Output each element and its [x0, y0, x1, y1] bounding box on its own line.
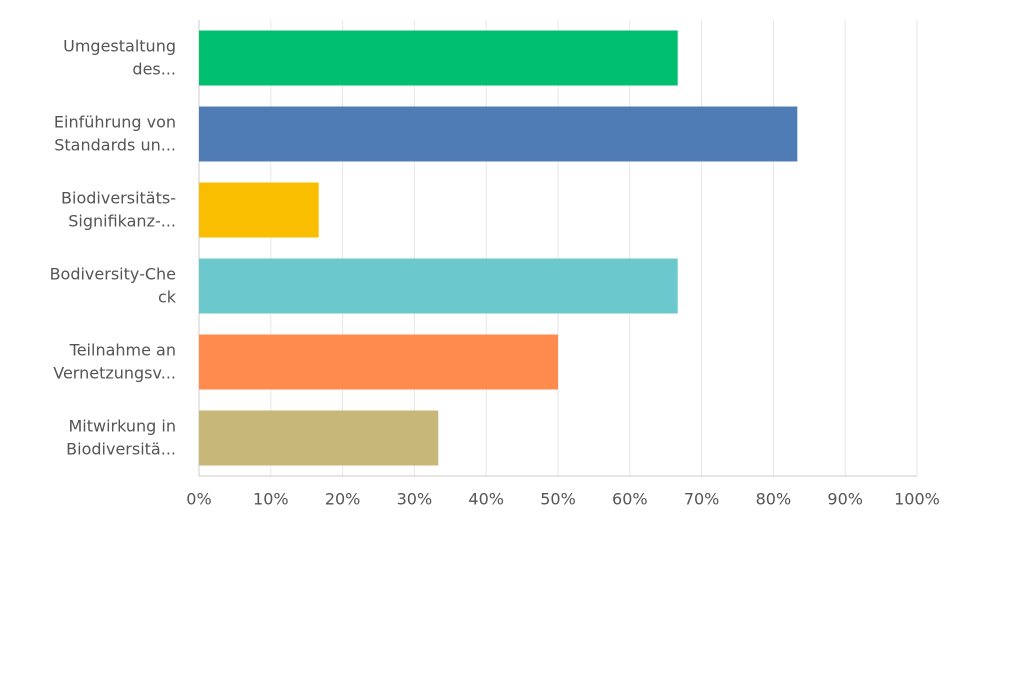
x-tick-label: 0%	[186, 490, 211, 509]
x-tick-label: 80%	[756, 490, 792, 509]
label-line: Teilnahme an	[69, 340, 176, 359]
x-tick-label: 90%	[827, 490, 863, 509]
label-line: ck	[158, 287, 177, 306]
y-tick-label: Teilnahme an Vernetzungsv...	[53, 340, 176, 382]
x-tick-label: 10%	[253, 490, 289, 509]
x-tick-label: 20%	[325, 490, 361, 509]
label-line: Umgestaltung	[63, 36, 176, 55]
bar	[199, 334, 558, 390]
label-line: Mitwirkung in	[68, 416, 176, 435]
label-line: Vernetzungsv...	[53, 363, 176, 382]
label-line: des...	[132, 59, 176, 78]
x-tick-label: 50%	[540, 490, 576, 509]
y-tick-label: Biodiversitäts- Signifikanz-...	[61, 188, 176, 230]
label-line: Bodiversity-Che	[50, 264, 176, 283]
x-tick-label: 30%	[397, 490, 433, 509]
bar	[199, 182, 319, 238]
bar	[199, 106, 798, 162]
bar	[199, 410, 439, 466]
y-tick-label: Einführung von Standards un...	[54, 112, 176, 154]
label-line: Standards un...	[54, 135, 176, 154]
y-tick-label: Umgestaltung des...	[63, 36, 176, 78]
label-line: Einführung von	[54, 112, 176, 131]
x-tick-label: 70%	[684, 490, 720, 509]
bar	[199, 30, 678, 86]
x-tick-label: 100%	[894, 490, 940, 509]
label-line: Biodiversitäts-	[61, 188, 176, 207]
label-line: Biodiversitä...	[66, 439, 176, 458]
y-tick-label: Bodiversity-Che ck	[50, 264, 177, 306]
bar	[199, 258, 678, 314]
x-tick-label: 40%	[468, 490, 504, 509]
y-tick-label: Mitwirkung in Biodiversitä...	[66, 416, 176, 458]
label-line: Signifikanz-...	[68, 211, 176, 230]
x-tick-label: 60%	[612, 490, 648, 509]
